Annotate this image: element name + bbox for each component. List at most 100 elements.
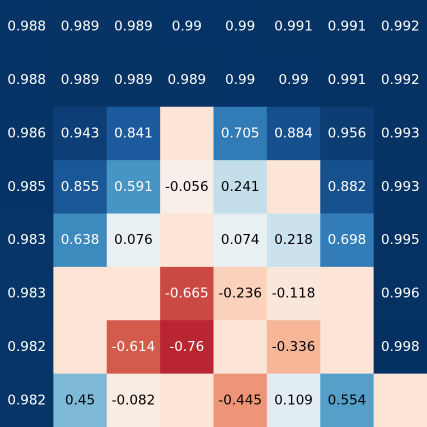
heatmap-label-r1-c4: 0.99 <box>225 72 255 88</box>
heatmap-cell-r6-c1 <box>53 320 108 375</box>
heatmap-cell-r6-c0 <box>0 320 54 375</box>
heatmap-label-r4-c7: 0.995 <box>381 232 420 248</box>
heatmap-label-r1-c3: 0.989 <box>167 72 206 88</box>
heatmap-cell-r0-c0 <box>0 0 54 54</box>
heatmap-label-r3-c1: 0.855 <box>61 179 100 195</box>
heatmap-label-r1-c2: 0.989 <box>114 72 153 88</box>
heatmap-cell-r5-c3 <box>160 266 215 321</box>
heatmap-cell-r0-c5 <box>266 0 321 54</box>
heatmap-cell-r4-c7 <box>373 213 427 268</box>
heatmap-label-r5-c5: -0.118 <box>272 286 316 302</box>
heatmap-label-r5-c0: 0.983 <box>7 286 46 302</box>
heatmap-label-r1-c1: 0.989 <box>61 72 100 88</box>
heatmap-cell-r1-c4 <box>213 53 268 108</box>
heatmap-cell-r1-c7 <box>373 53 427 108</box>
heatmap-label-r1-c6: 0.991 <box>328 72 367 88</box>
heatmap-label-r7-c0: 0.982 <box>7 392 46 408</box>
heatmap-label-r7-c4: -0.445 <box>218 392 262 408</box>
heatmap-cell-r5-c5 <box>266 266 321 321</box>
heatmap-cell-r3-c6 <box>320 160 375 215</box>
heatmap-cell-r2-c2 <box>106 106 161 161</box>
heatmap-cell-r6-c7 <box>373 320 427 375</box>
heatmap-cell-r7-c3 <box>160 373 215 427</box>
heatmap-cell-r0-c7 <box>373 0 427 54</box>
heatmap-cell-r4-c3 <box>160 213 215 268</box>
heatmap-label-r0-c7: 0.992 <box>381 19 420 35</box>
heatmap-cell-r4-c6 <box>320 213 375 268</box>
heatmap-cell-r1-c3 <box>160 53 215 108</box>
heatmap-label-r6-c0: 0.982 <box>7 339 46 355</box>
heatmap-cell-r3-c3 <box>160 160 215 215</box>
heatmap-cell-r5-c7 <box>373 266 427 321</box>
heatmap-cell-r1-c6 <box>320 53 375 108</box>
heatmap-label-r1-c0: 0.988 <box>7 72 46 88</box>
heatmap-label-r6-c3: -0.76 <box>169 339 204 355</box>
heatmap-cell-r0-c3 <box>160 0 215 54</box>
heatmap-label-r2-c5: 0.884 <box>274 125 313 141</box>
heatmap-cell-r2-c6 <box>320 106 375 161</box>
heatmap-label-r6-c2: -0.614 <box>112 339 156 355</box>
heatmap-cell-r0-c1 <box>53 0 108 54</box>
heatmap-cell-r5-c6 <box>320 266 375 321</box>
heatmap-label-r2-c7: 0.993 <box>381 125 420 141</box>
heatmap-cell-r5-c4 <box>213 266 268 321</box>
heatmap-label-r3-c0: 0.985 <box>7 179 46 195</box>
heatmap-label-r0-c6: 0.991 <box>328 19 367 35</box>
heatmap-cell-r7-c6 <box>320 373 375 427</box>
heatmap-label-r0-c5: 0.991 <box>274 19 313 35</box>
heatmap-cell-r7-c1 <box>53 373 108 427</box>
heatmap-label-r1-c5: 0.99 <box>279 72 309 88</box>
heatmap-cell-r4-c1 <box>53 213 108 268</box>
heatmap-label-r7-c5: 0.109 <box>274 392 313 408</box>
heatmap-cell-r1-c2 <box>106 53 161 108</box>
heatmap-label-r4-c6: 0.698 <box>328 232 367 248</box>
heatmap-cell-r6-c6 <box>320 320 375 375</box>
heatmap-cell-r4-c4 <box>213 213 268 268</box>
heatmap-label-r5-c7: 0.996 <box>381 286 420 302</box>
heatmap-cell-r7-c0 <box>0 373 54 427</box>
heatmap-label-r3-c6: 0.882 <box>328 179 367 195</box>
heatmap-label-r2-c1: 0.943 <box>61 125 100 141</box>
heatmap-cell-r3-c0 <box>0 160 54 215</box>
heatmap-label-r0-c0: 0.988 <box>7 19 46 35</box>
heatmap-cell-r6-c3 <box>160 320 215 375</box>
heatmap-cell-r1-c0 <box>0 53 54 108</box>
heatmap-label-r0-c2: 0.989 <box>114 19 153 35</box>
heatmap-cell-r7-c5 <box>266 373 321 427</box>
heatmap-cell-r2-c0 <box>0 106 54 161</box>
heatmap-label-r6-c7: 0.998 <box>381 339 420 355</box>
heatmap-cell-r2-c3 <box>160 106 215 161</box>
heatmap-label-r5-c4: -0.236 <box>218 286 262 302</box>
heatmap-cell-r2-c4 <box>213 106 268 161</box>
heatmap-cell-r3-c5 <box>266 160 321 215</box>
heatmap-label-r7-c1: 0.45 <box>65 392 95 408</box>
heatmap-label-r3-c4: 0.241 <box>221 179 260 195</box>
heatmap-cell-r5-c0 <box>0 266 54 321</box>
heatmap-label-r4-c0: 0.983 <box>7 232 46 248</box>
heatmap-label-r1-c7: 0.992 <box>381 72 420 88</box>
heatmap-cell-r7-c2 <box>106 373 161 427</box>
heatmap-cell-r1-c5 <box>266 53 321 108</box>
heatmap-label-r2-c4: 0.705 <box>221 125 260 141</box>
heatmap-cell-r7-c4 <box>213 373 268 427</box>
heatmap-cell-r0-c2 <box>106 0 161 54</box>
heatmap-cell-r6-c5 <box>266 320 321 375</box>
heatmap-labels: 0.988 0.989 0.989 0.99 0.99 0.991 0.991 0.992 0.… <box>7 19 419 409</box>
heatmap-label-r2-c6: 0.956 <box>328 125 367 141</box>
heatmap-label-r4-c4: 0.074 <box>221 232 260 248</box>
heatmap-cell-r5-c1 <box>53 266 108 321</box>
heatmap-cell-r0-c6 <box>320 0 375 54</box>
heatmap-label-r7-c6: 0.554 <box>328 392 367 408</box>
heatmap-label-r0-c4: 0.99 <box>225 19 255 35</box>
heatmap-label-r0-c1: 0.989 <box>61 19 100 35</box>
heatmap-label-r4-c2: 0.076 <box>114 232 153 248</box>
heatmap-cell-r6-c2 <box>106 320 161 375</box>
heatmap-label-r3-c2: 0.591 <box>114 179 153 195</box>
heatmap-label-r0-c3: 0.99 <box>172 19 202 35</box>
heatmap-cell-r5-c2 <box>106 266 161 321</box>
heatmap-cell-r6-c4 <box>213 320 268 375</box>
heatmap-label-r3-c3: -0.056 <box>165 179 209 195</box>
heatmap-label-r2-c2: 0.841 <box>114 125 153 141</box>
